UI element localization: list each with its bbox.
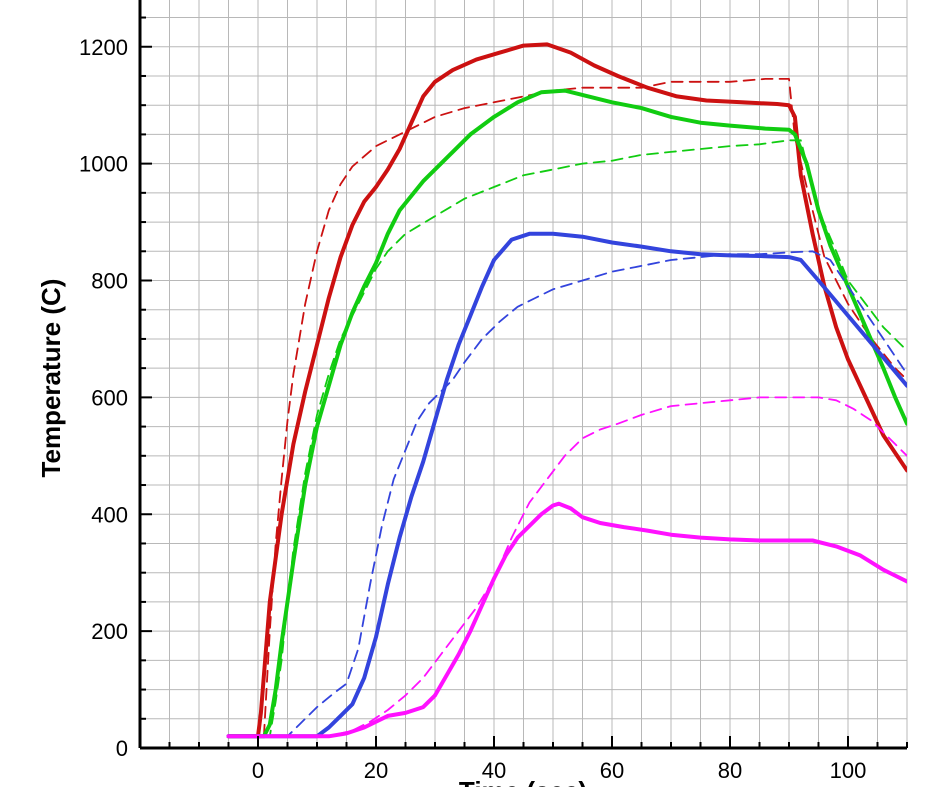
y-tick-label: 400	[91, 502, 128, 527]
x-tick-label: 80	[718, 758, 742, 783]
y-tick-label: 1000	[79, 152, 128, 177]
y-tick-label: 200	[91, 619, 128, 644]
y-tick-label: 600	[91, 385, 128, 410]
x-tick-label: 0	[252, 758, 264, 783]
y-tick-label: 1200	[79, 35, 128, 60]
y-tick-label: 800	[91, 269, 128, 294]
x-tick-label: 100	[830, 758, 867, 783]
x-axis-title: Time (sec)	[459, 776, 587, 787]
y-tick-label: 0	[116, 736, 128, 761]
y-axis-title: Temperature (C)	[36, 279, 66, 478]
x-tick-label: 60	[600, 758, 624, 783]
x-tick-label: 20	[364, 758, 388, 783]
